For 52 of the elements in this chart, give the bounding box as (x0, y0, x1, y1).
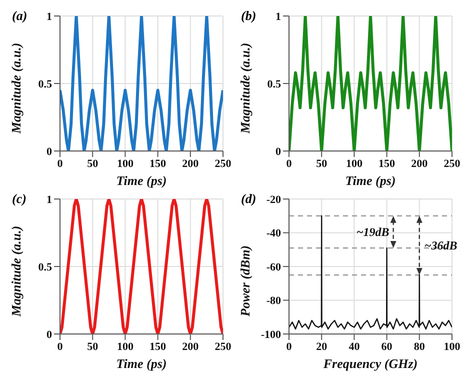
y-tick-label: -20 (266, 194, 282, 206)
y-axis-title: Magnitude (a.u.) (8, 226, 24, 318)
x-tick-label: 100 (116, 158, 134, 170)
x-tick-label: 50 (87, 340, 99, 353)
chart-title: (c) (12, 191, 26, 207)
y-tick-label: -100 (260, 328, 282, 341)
chart-title: (b) (241, 8, 256, 24)
x-axis-title: Time (ps) (116, 173, 167, 188)
x-tick-label: 250 (214, 340, 232, 353)
chart-title: (a) (12, 8, 28, 24)
x-tick-label: 60 (381, 340, 393, 353)
x-tick-label: 0 (286, 340, 292, 353)
x-axis-title: Time (ps) (116, 356, 167, 371)
y-tick-label: 0.5 (38, 261, 52, 274)
y-tick-label: 0.5 (38, 78, 52, 90)
x-tick-label: 150 (378, 158, 396, 170)
y-tick-label: 0.5 (267, 78, 282, 90)
y-tick-label: -60 (266, 261, 282, 274)
y-tick-label: 1 (46, 10, 52, 23)
x-tick-label: 250 (444, 158, 461, 170)
y-tick-label: -80 (266, 295, 282, 308)
x-tick-label: 250 (214, 158, 232, 170)
x-tick-label: 0 (57, 158, 64, 170)
annotation: ~36dB (424, 238, 458, 252)
x-tick-label: 20 (316, 340, 328, 353)
x-axis-title: Time (ps) (345, 173, 396, 188)
x-tick-label: 50 (316, 158, 328, 170)
x-tick-label: 100 (444, 340, 461, 353)
x-tick-label: 200 (182, 158, 200, 170)
x-tick-label: 150 (150, 158, 167, 170)
x-tick-label: 200 (182, 340, 200, 353)
x-tick-label: 40 (348, 340, 360, 353)
annotation: ~19dB (356, 224, 390, 239)
x-tick-label: 100 (346, 158, 363, 170)
x-tick-label: 100 (116, 340, 134, 353)
x-tick-label: 80 (414, 340, 426, 353)
y-tick-label: 0 (46, 146, 52, 158)
y-axis-title: Power (dBm) (238, 245, 253, 316)
x-tick-label: 200 (411, 158, 428, 170)
x-tick-label: 50 (87, 158, 99, 170)
y-tick-label: 0 (276, 146, 282, 158)
y-tick-label: -40 (266, 228, 282, 240)
y-axis-title: Magnitude (a.u.) (238, 42, 253, 134)
x-axis-title: Frequency (GHz) (322, 356, 418, 371)
y-tick-label: 1 (46, 194, 52, 206)
y-tick-label: 1 (276, 10, 281, 23)
x-tick-label: 150 (150, 340, 167, 353)
chart-title: (d) (241, 191, 256, 207)
y-axis-title: Magnitude (a.u.) (8, 42, 24, 134)
x-tick-label: 0 (57, 340, 64, 353)
y-tick-label: 0 (46, 328, 52, 341)
x-tick-label: 0 (286, 158, 292, 170)
